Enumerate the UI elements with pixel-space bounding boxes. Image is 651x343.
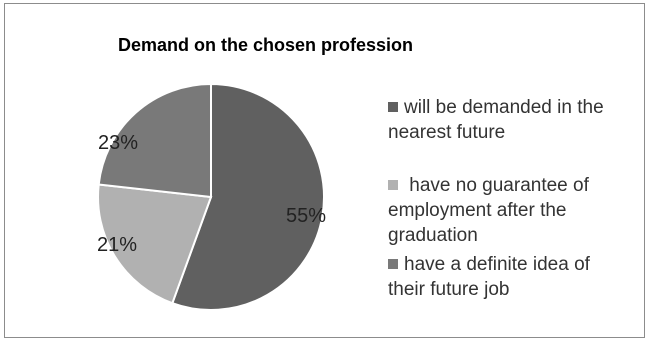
legend-swatch-demanded <box>388 102 398 112</box>
pie-data-label-no-guarantee: 21% <box>97 234 137 256</box>
legend-text-demanded-line2: nearest future <box>388 122 506 143</box>
chart-title: Demand on the chosen profession <box>118 35 414 55</box>
legend-text-no-guarantee-line3: graduation <box>388 225 478 246</box>
pie-data-label-demanded: 55% <box>286 205 326 227</box>
legend-swatch-definite-idea <box>388 259 398 269</box>
legend-swatch-no-guarantee <box>388 180 398 190</box>
legend-text-definite-idea-line2: their future job <box>388 279 510 300</box>
legend-text-demanded-line1: will be demanded in the <box>404 97 604 118</box>
legend-text-no-guarantee-line2: employment after the <box>388 200 567 221</box>
pie-slice-no-guarantee <box>97 183 213 305</box>
legend-text-no-guarantee-line1: have no guarantee of <box>409 175 589 196</box>
legend-item-no-guarantee: have no guarantee of employment after th… <box>388 173 643 248</box>
legend-item-demanded: will be demanded in the nearest future <box>388 95 643 145</box>
pie-data-label-definite-idea: 23% <box>98 132 138 154</box>
legend-item-definite-idea: have a definite idea of their future job <box>388 252 643 302</box>
pie-slice-definite-idea <box>97 82 212 199</box>
legend-text-definite-idea-line1: have a definite idea of <box>404 254 590 275</box>
pie-slice-demanded <box>171 82 325 311</box>
